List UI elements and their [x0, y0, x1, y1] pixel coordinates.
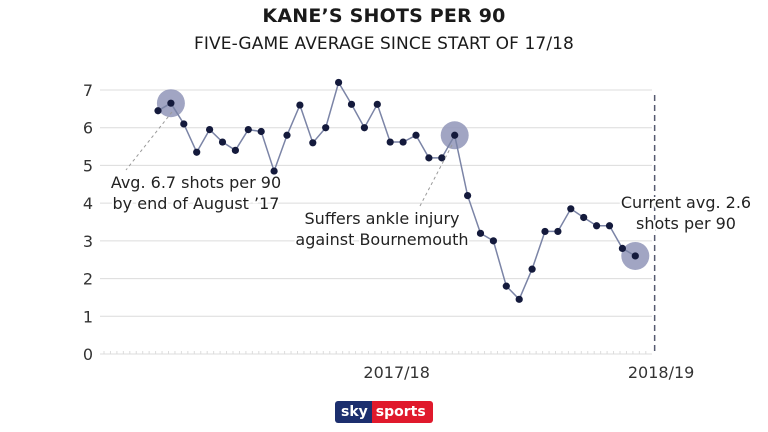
- logo-sky-text: sky: [335, 401, 372, 423]
- annotation-text: shots per 90: [636, 214, 736, 233]
- y-tick-label: 2: [83, 270, 93, 289]
- season-label: 2017/18: [363, 363, 429, 382]
- data-point: [451, 131, 459, 139]
- data-point: [360, 124, 368, 132]
- data-point: [386, 138, 394, 146]
- data-point: [335, 78, 343, 87]
- data-point: [309, 139, 317, 147]
- data-point: [502, 282, 510, 290]
- data-point: [489, 237, 497, 245]
- data-point: [231, 146, 239, 154]
- data-point: [296, 101, 304, 109]
- data-point: [593, 222, 601, 230]
- sky-sports-logo: sky sports: [335, 401, 433, 423]
- data-point: [476, 229, 485, 237]
- data-point: [425, 154, 433, 162]
- y-tick-label: 6: [83, 119, 93, 138]
- y-tick-label: 1: [83, 307, 93, 326]
- data-point: [554, 227, 562, 236]
- season-label: 2018/19: [628, 363, 694, 382]
- data-point: [515, 295, 523, 303]
- logo-sports-text: sports: [371, 401, 433, 423]
- data-point: [373, 100, 381, 108]
- chart-title: KANE’S SHOTS PER 90: [262, 5, 506, 27]
- data-point: [322, 124, 330, 132]
- data-point: [180, 120, 188, 128]
- data-point: [528, 265, 536, 273]
- data-point: [244, 126, 252, 134]
- data-point: [257, 127, 265, 136]
- annotation-text: against Bournemouth: [295, 230, 468, 249]
- data-point: [167, 99, 175, 107]
- data-point: [347, 100, 356, 108]
- data-point: [193, 148, 201, 156]
- annotation-text: Current avg. 2.6: [621, 193, 751, 212]
- y-tick-label: 0: [83, 345, 93, 364]
- data-point: [206, 126, 214, 134]
- y-tick-label: 7: [83, 81, 93, 100]
- y-tick-label: 3: [83, 232, 93, 251]
- data-point: [580, 213, 588, 222]
- data-point: [631, 252, 639, 260]
- annotation-text: Suffers ankle injury: [305, 209, 460, 228]
- annotation-leader-line: [419, 144, 453, 207]
- y-tick-label: 4: [83, 194, 93, 213]
- data-point: [412, 131, 420, 139]
- data-point: [438, 154, 446, 162]
- data-point: [399, 138, 407, 146]
- data-point: [567, 205, 575, 213]
- annotation-text: by end of August ’17: [113, 194, 280, 213]
- y-tick-label: 5: [83, 156, 93, 175]
- chart-subtitle: FIVE-GAME AVERAGE SINCE START OF 17/18: [194, 34, 574, 54]
- data-point: [270, 167, 278, 175]
- annotation-text: Avg. 6.7 shots per 90: [111, 173, 281, 192]
- data-point: [605, 222, 614, 230]
- data-point: [218, 138, 227, 146]
- data-point: [618, 244, 627, 252]
- data-point: [154, 107, 162, 115]
- data-point: [283, 131, 291, 139]
- data-point: [541, 227, 549, 236]
- annotation-leader-line: [125, 111, 173, 171]
- data-point: [464, 192, 472, 200]
